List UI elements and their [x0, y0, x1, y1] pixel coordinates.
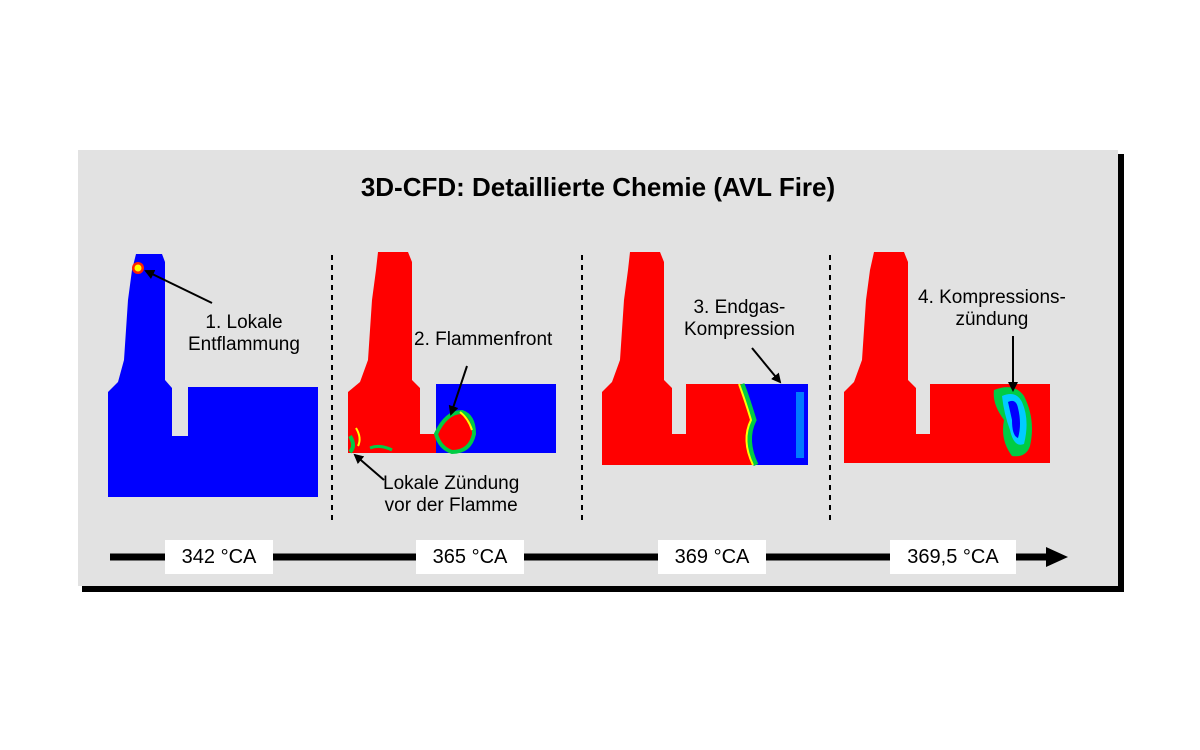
stage-1-label: 1. Lokale Entflammung — [188, 312, 300, 355]
stage-2-note: Lokale Zündung vor der Flamme — [383, 473, 520, 516]
arrow-stage-2 — [448, 365, 468, 416]
diagram-panel — [78, 150, 1118, 586]
crank-angle-3: 369 °CA — [658, 540, 766, 574]
stage-4-label: 4. Kompressions- zündung — [918, 287, 1066, 330]
cfd-frame-1 — [108, 254, 318, 497]
arrow-stage-1 — [144, 269, 213, 304]
cfd-frame-4 — [844, 252, 1050, 463]
crank-angle-1: 342 °CA — [165, 540, 273, 574]
crank-angle-2: 365 °CA — [416, 540, 524, 574]
cfd-frame-3 — [602, 252, 808, 467]
cfd-frame-2 — [348, 252, 556, 455]
arrow-stage-3 — [751, 347, 782, 384]
stage-2-label: 2. Flammenfront — [414, 329, 553, 350]
crank-angle-4: 369,5 °CA — [890, 540, 1016, 574]
diagram-title: 3D-CFD: Detaillierte Chemie (AVL Fire) — [360, 172, 836, 202]
stage-3-label: 3. Endgas- Kompression — [684, 297, 795, 340]
arrow-stage-2-note — [353, 453, 385, 481]
